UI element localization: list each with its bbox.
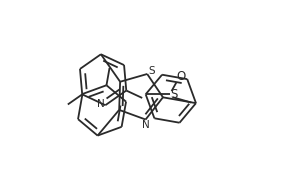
Text: S: S [170, 88, 178, 101]
Text: N: N [98, 99, 105, 109]
Text: N: N [142, 120, 149, 130]
Text: S: S [149, 66, 155, 76]
Text: O: O [176, 70, 186, 83]
